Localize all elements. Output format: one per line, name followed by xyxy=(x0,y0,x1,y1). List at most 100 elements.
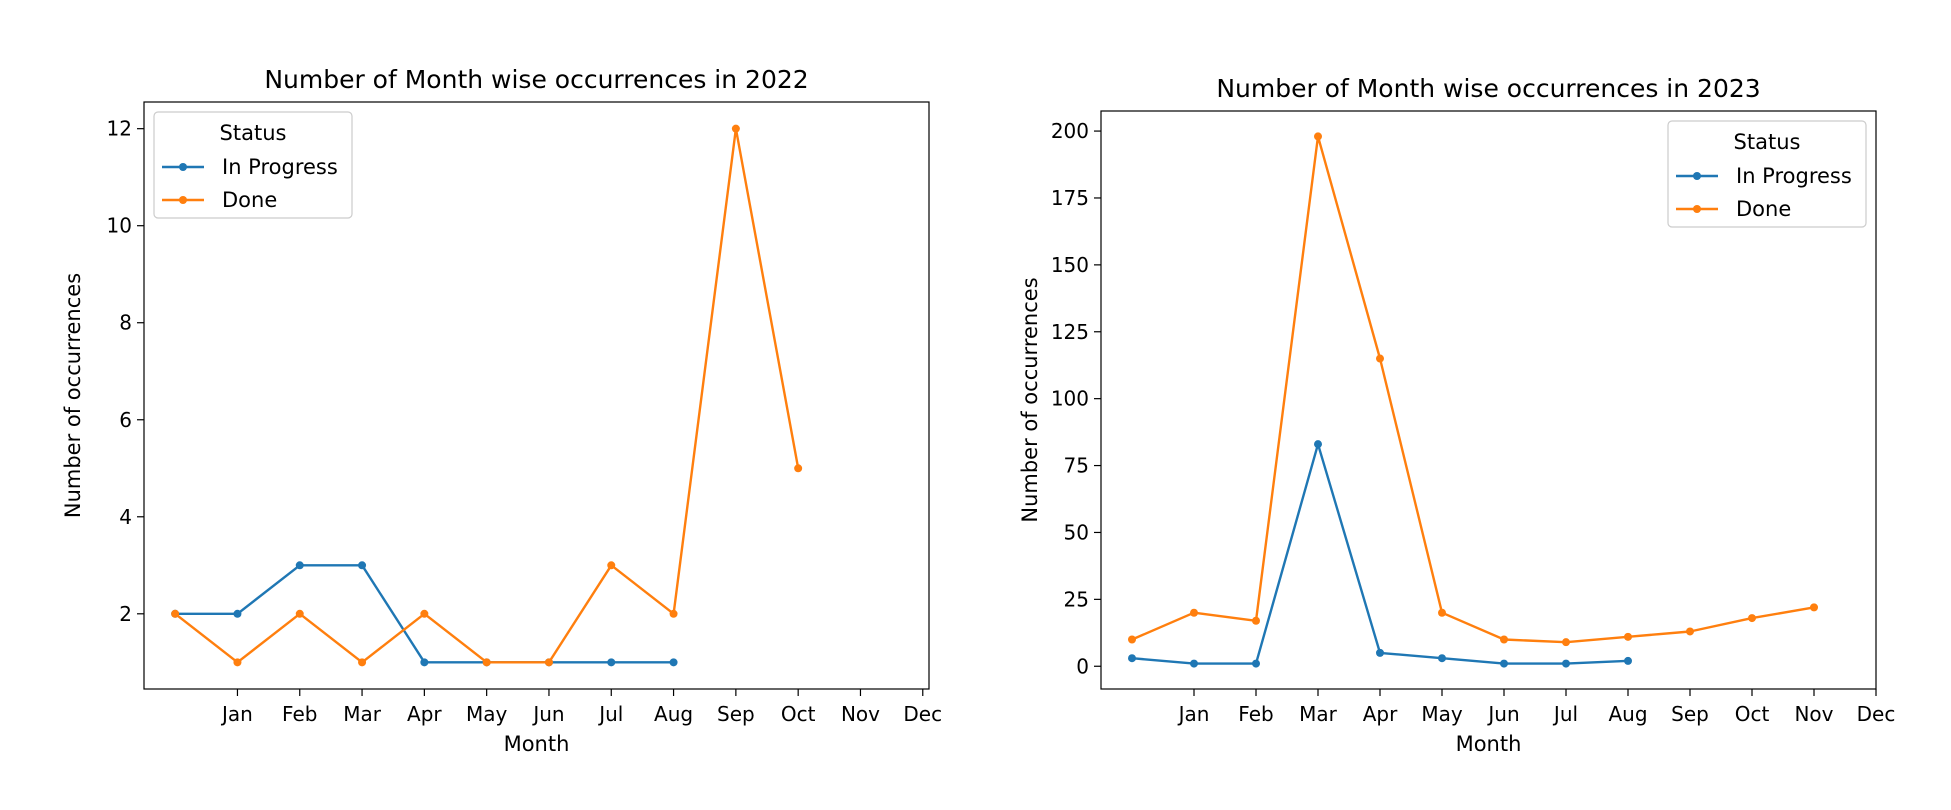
data-point xyxy=(233,609,242,618)
y-tick-label: 25 xyxy=(1064,587,1089,611)
y-tick-label: 150 xyxy=(1051,253,1089,277)
legend-entry-label: In Progress xyxy=(1736,164,1852,188)
data-point xyxy=(1252,659,1260,668)
chart-title: Number of Month wise occurrences in 2022 xyxy=(264,65,808,94)
x-axis-label: Month xyxy=(1456,732,1522,756)
data-point xyxy=(544,658,553,667)
x-axis-label: Month xyxy=(504,732,570,756)
y-tick-label: 175 xyxy=(1051,186,1089,210)
data-point xyxy=(1438,654,1446,663)
x-tick-label: May xyxy=(1421,702,1463,726)
data-point xyxy=(295,561,304,570)
x-tick-label: Feb xyxy=(282,702,317,726)
data-point xyxy=(1252,616,1260,625)
data-point xyxy=(1686,627,1694,636)
data-point xyxy=(1500,635,1508,644)
legend-marker xyxy=(179,163,187,171)
data-point xyxy=(607,561,616,570)
x-tick-label: Apr xyxy=(1363,702,1398,726)
legend-entry-label: Done xyxy=(1736,197,1791,221)
data-point xyxy=(669,609,678,618)
data-point xyxy=(1562,659,1570,668)
data-point xyxy=(420,658,429,667)
y-tick-label: 6 xyxy=(119,408,132,432)
x-tick-label: Oct xyxy=(781,702,816,726)
data-point xyxy=(295,609,304,618)
chart-title: Number of Month wise occurrences in 2023 xyxy=(1216,74,1760,103)
data-point xyxy=(1128,654,1136,663)
data-point xyxy=(1128,635,1136,644)
x-tick-label: Aug xyxy=(1608,702,1647,726)
y-axis-label: Number of occurrences xyxy=(1018,277,1042,522)
data-point xyxy=(482,658,491,667)
y-tick-label: 8 xyxy=(119,311,132,335)
data-point xyxy=(1500,659,1508,668)
y-tick-label: 100 xyxy=(1051,387,1089,411)
legend: Status In Progress Done xyxy=(153,111,353,219)
data-point xyxy=(1190,659,1198,668)
x-tick-label: Oct xyxy=(1735,702,1770,726)
y-tick-label: 200 xyxy=(1051,119,1089,143)
x-tick-label: Feb xyxy=(1238,702,1273,726)
x-tick-label: Jul xyxy=(597,702,623,726)
data-point xyxy=(358,658,367,667)
plot-frame xyxy=(143,101,930,690)
y-tick-label: 75 xyxy=(1064,454,1089,478)
x-tick-label: Mar xyxy=(1299,702,1338,726)
y-tick-label: 4 xyxy=(119,505,132,529)
legend-box xyxy=(153,111,353,219)
data-point xyxy=(1376,354,1384,363)
data-point xyxy=(1624,656,1632,665)
y-axis-label: Number of occurrences xyxy=(61,273,85,518)
data-point xyxy=(794,464,803,473)
data-point xyxy=(1624,632,1632,641)
x-tick-label: Jul xyxy=(1552,702,1578,726)
data-point xyxy=(1748,614,1756,623)
x-tick-label: Dec xyxy=(903,702,942,726)
data-point xyxy=(171,609,180,618)
data-point xyxy=(358,561,367,570)
y-tick-label: 125 xyxy=(1051,320,1089,344)
y-tick-label: 10 xyxy=(107,214,132,238)
legend: Status In Progress Done xyxy=(1667,120,1867,228)
x-tick-label: Jun xyxy=(531,702,564,726)
data-point xyxy=(420,609,429,618)
x-tick-label: Sep xyxy=(717,702,755,726)
data-point xyxy=(1376,648,1384,657)
data-point xyxy=(669,658,678,667)
legend-title: Status xyxy=(1734,130,1801,154)
x-tick-label: Dec xyxy=(1857,702,1896,726)
x-tick-label: Sep xyxy=(1671,702,1709,726)
legend-marker xyxy=(1693,205,1701,213)
x-tick-label: May xyxy=(466,702,508,726)
plot-frame xyxy=(1100,110,1877,690)
x-tick-label: Jan xyxy=(1177,702,1210,726)
y-tick-label: 2 xyxy=(119,602,132,626)
legend-title: Status xyxy=(220,121,287,145)
series-line-done xyxy=(1130,135,1816,644)
x-tick-label: Nov xyxy=(841,702,880,726)
legend-box xyxy=(1667,120,1867,228)
y-tick-label: 0 xyxy=(1076,654,1089,678)
data-point xyxy=(607,658,616,667)
y-tick-label: 50 xyxy=(1064,520,1089,544)
data-point xyxy=(1810,603,1818,612)
x-tick-label: Nov xyxy=(1794,702,1833,726)
data-point xyxy=(1314,132,1322,141)
data-point xyxy=(1190,608,1198,617)
legend-marker xyxy=(1693,172,1701,180)
x-tick-label: Aug xyxy=(654,702,693,726)
data-point xyxy=(1314,440,1322,449)
x-tick-label: Apr xyxy=(407,702,442,726)
data-point xyxy=(1562,638,1570,647)
x-tick-label: Mar xyxy=(343,702,382,726)
legend-entry-label: In Progress xyxy=(222,155,338,179)
series-line-in-progress xyxy=(1130,443,1630,665)
data-point xyxy=(731,124,740,133)
data-point xyxy=(233,658,242,667)
chart-2022: Number of Month wise occurrences in 2022… xyxy=(61,65,942,756)
legend-entry-label: Done xyxy=(222,188,277,212)
x-tick-label: Jan xyxy=(220,702,253,726)
legend-marker xyxy=(179,196,187,204)
